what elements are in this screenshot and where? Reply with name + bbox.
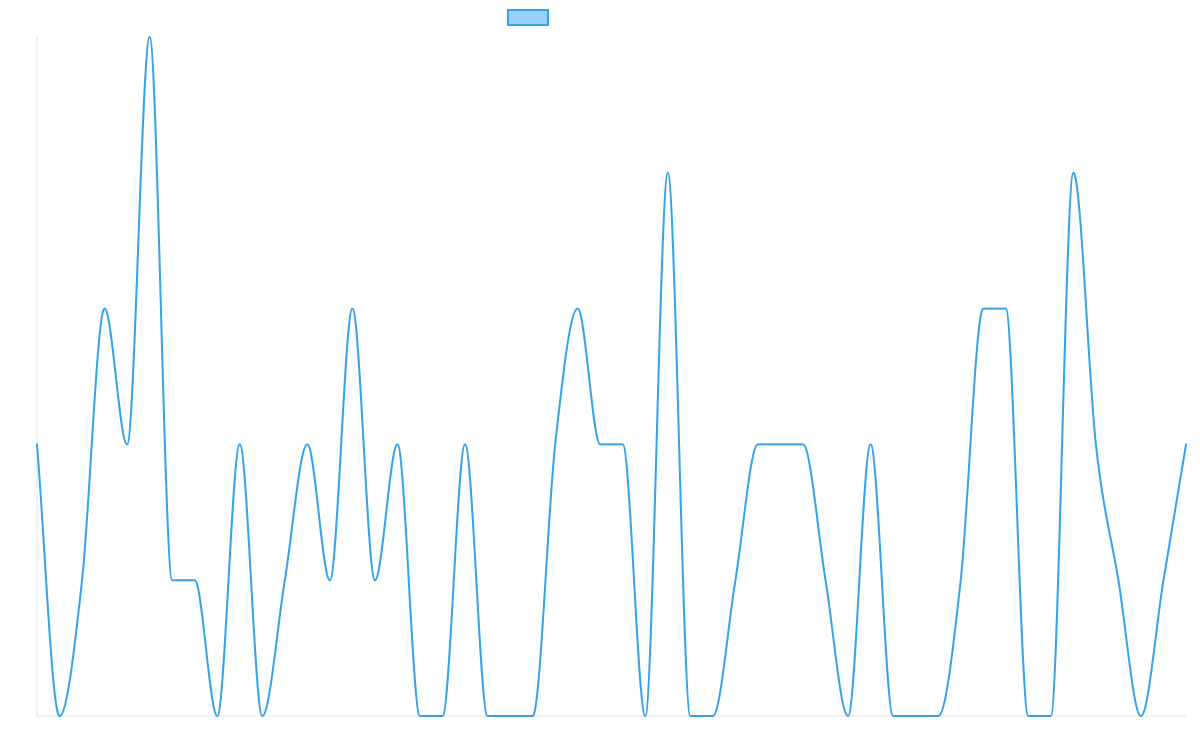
data-point-0-4[interactable] xyxy=(123,440,131,448)
data-point-0-45[interactable] xyxy=(1047,712,1055,720)
data-point-0-31[interactable] xyxy=(731,576,739,584)
data-point-0-37[interactable] xyxy=(867,440,875,448)
data-point-0-39[interactable] xyxy=(912,712,920,720)
data-point-0-26[interactable] xyxy=(619,440,627,448)
data-point-0-42[interactable] xyxy=(979,305,987,313)
data-point-0-30[interactable] xyxy=(709,712,717,720)
legend-swatch-0[interactable] xyxy=(507,9,549,26)
data-point-0-20[interactable] xyxy=(484,712,492,720)
data-point-0-32[interactable] xyxy=(754,440,762,448)
data-point-0-14[interactable] xyxy=(348,305,356,313)
legend[interactable] xyxy=(507,9,549,26)
data-point-0-8[interactable] xyxy=(213,712,221,720)
data-point-0-47[interactable] xyxy=(1092,440,1100,448)
data-point-0-9[interactable] xyxy=(236,440,244,448)
data-point-0-48[interactable] xyxy=(1114,576,1122,584)
data-point-0-40[interactable] xyxy=(934,712,942,720)
data-point-0-12[interactable] xyxy=(303,440,311,448)
data-point-0-36[interactable] xyxy=(844,712,852,720)
data-point-0-5[interactable] xyxy=(146,33,154,41)
data-point-0-35[interactable] xyxy=(822,576,830,584)
data-point-0-51[interactable] xyxy=(1182,440,1190,448)
data-point-0-22[interactable] xyxy=(529,712,537,720)
data-point-0-21[interactable] xyxy=(506,712,514,720)
data-point-0-11[interactable] xyxy=(281,576,289,584)
data-point-0-41[interactable] xyxy=(957,576,965,584)
data-point-0-29[interactable] xyxy=(686,712,694,720)
data-point-0-13[interactable] xyxy=(326,576,334,584)
data-point-0-38[interactable] xyxy=(889,712,897,720)
data-point-0-0[interactable] xyxy=(33,440,41,448)
data-point-0-34[interactable] xyxy=(799,440,807,448)
data-point-0-33[interactable] xyxy=(776,440,784,448)
data-point-0-2[interactable] xyxy=(78,576,86,584)
data-point-0-23[interactable] xyxy=(551,440,559,448)
data-point-0-49[interactable] xyxy=(1137,712,1145,720)
data-point-0-25[interactable] xyxy=(596,440,604,448)
data-point-0-1[interactable] xyxy=(56,712,64,720)
data-point-0-3[interactable] xyxy=(101,305,109,313)
data-point-0-19[interactable] xyxy=(461,440,469,448)
series-line-0 xyxy=(36,36,1187,717)
data-point-0-28[interactable] xyxy=(664,169,672,177)
data-point-0-18[interactable] xyxy=(439,712,447,720)
data-point-0-50[interactable] xyxy=(1159,576,1167,584)
data-point-0-43[interactable] xyxy=(1002,305,1010,313)
data-point-0-15[interactable] xyxy=(371,576,379,584)
data-point-0-44[interactable] xyxy=(1024,712,1032,720)
series-layer xyxy=(33,33,1190,720)
data-point-0-7[interactable] xyxy=(191,576,199,584)
data-point-0-10[interactable] xyxy=(258,712,266,720)
data-point-0-27[interactable] xyxy=(641,712,649,720)
data-point-0-46[interactable] xyxy=(1069,169,1077,177)
data-point-0-6[interactable] xyxy=(168,576,176,584)
data-point-0-16[interactable] xyxy=(393,440,401,448)
data-point-0-24[interactable] xyxy=(574,305,582,313)
data-point-0-17[interactable] xyxy=(416,712,424,720)
